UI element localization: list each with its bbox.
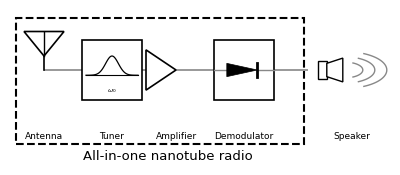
Text: Antenna: Antenna (25, 132, 63, 141)
Text: Speaker: Speaker (334, 132, 370, 141)
Bar (214, 40, 274, 100)
Bar (82, 40, 142, 100)
Text: Demodulator: Demodulator (214, 132, 274, 141)
Polygon shape (24, 32, 64, 56)
Bar (318, 61, 327, 79)
Polygon shape (227, 63, 257, 77)
Text: All-in-one nanotube radio: All-in-one nanotube radio (83, 150, 253, 163)
Text: $\omega_0$: $\omega_0$ (107, 88, 117, 95)
Bar (16, 18, 304, 144)
Polygon shape (327, 58, 343, 82)
Polygon shape (146, 50, 176, 90)
Text: Amplifier: Amplifier (156, 132, 196, 141)
Text: Tuner: Tuner (100, 132, 124, 141)
